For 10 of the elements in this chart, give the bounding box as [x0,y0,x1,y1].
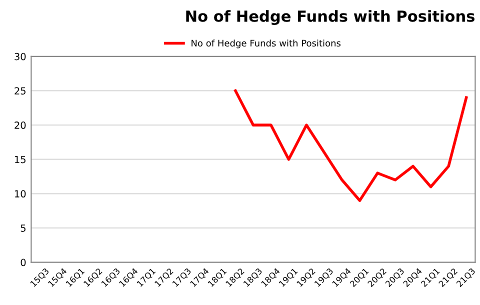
chart-title: No of Hedge Funds with Positions [186,10,474,25]
y-tick-label: 20 [14,122,26,129]
y-tick-label: 10 [15,190,26,198]
y-tick-label: 5 [20,224,26,232]
line-series [234,89,468,202]
y-tick-label: 30 [14,52,26,60]
y-tick-label: 25 [14,87,26,95]
legend-label: No of Hedge Funds with Positions [192,40,341,48]
y-tick-label: 0 [20,258,26,266]
y-tick-label: 15 [15,156,26,164]
